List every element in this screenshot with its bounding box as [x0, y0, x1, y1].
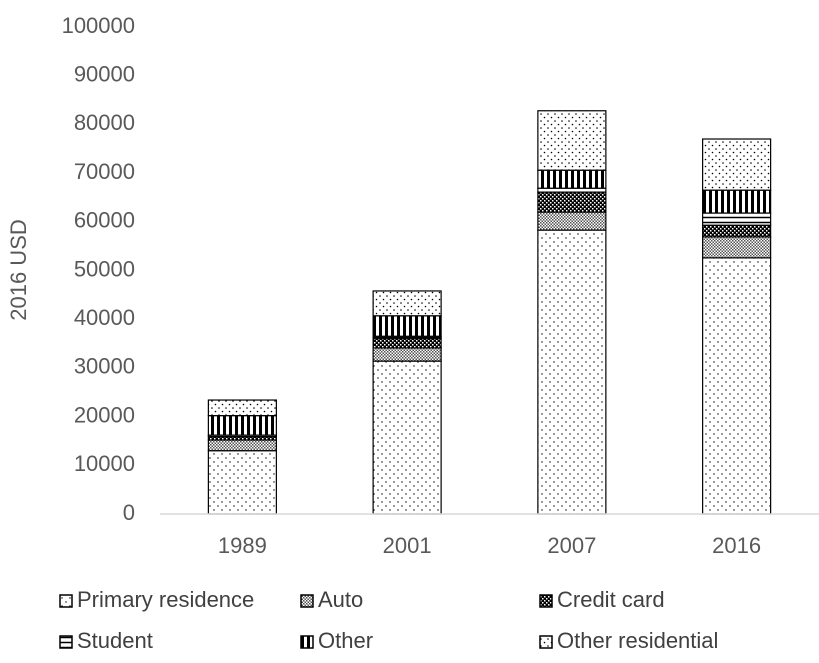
bar-segment: [702, 257, 772, 515]
legend-label: Other residential: [557, 628, 718, 653]
x-tick-label: 2016: [712, 533, 761, 558]
legend-marker: [300, 594, 314, 608]
legend-label: Student: [77, 628, 153, 653]
bar-segment: [372, 315, 442, 337]
legend-marker: [300, 635, 314, 649]
legend-marker: [539, 635, 553, 649]
y-tick-label: 80000: [74, 110, 135, 135]
x-tick-label: 1989: [218, 533, 267, 558]
bar-segment: [537, 229, 607, 515]
legend-label: Auto: [318, 587, 363, 612]
y-tick-label: 0: [123, 500, 135, 525]
y-tick-label: 70000: [74, 159, 135, 184]
bar-segment: [537, 211, 607, 231]
y-tick-label: 100000: [62, 13, 135, 38]
bar-segment: [702, 138, 772, 191]
legend-marker: [539, 594, 553, 608]
y-tick-label: 10000: [74, 451, 135, 476]
bar-segment: [372, 337, 442, 349]
bar-segment: [702, 224, 772, 238]
bar-segment: [207, 439, 277, 452]
x-tick-label: 2007: [547, 533, 596, 558]
legend-label: Credit card: [557, 587, 665, 612]
y-tick-label: 60000: [74, 208, 135, 233]
bar-segment: [702, 212, 772, 226]
bar-segment: [537, 169, 607, 189]
bar-segment: [537, 191, 607, 213]
legend-marker: [59, 594, 73, 608]
legend-marker: [59, 635, 73, 649]
bar-segment: [702, 236, 772, 259]
bar-segment: [702, 189, 772, 214]
bar-segment: [537, 110, 607, 171]
bar-segment: [207, 415, 277, 436]
bar-segment: [207, 450, 277, 515]
bar-segment: [372, 290, 442, 317]
legend-label: Primary residence: [77, 587, 254, 612]
y-tick-label: 40000: [74, 305, 135, 330]
y-axis-label: 2016 USD: [6, 219, 31, 321]
y-tick-label: 90000: [74, 62, 135, 87]
bar-segment: [372, 360, 442, 515]
legend-label: Other: [318, 628, 373, 653]
y-tick-label: 20000: [74, 402, 135, 427]
bar-segment: [207, 399, 277, 417]
bar-segment: [372, 347, 442, 362]
x-tick-label: 2001: [383, 533, 432, 558]
y-tick-label: 30000: [74, 354, 135, 379]
y-tick-label: 50000: [74, 256, 135, 281]
